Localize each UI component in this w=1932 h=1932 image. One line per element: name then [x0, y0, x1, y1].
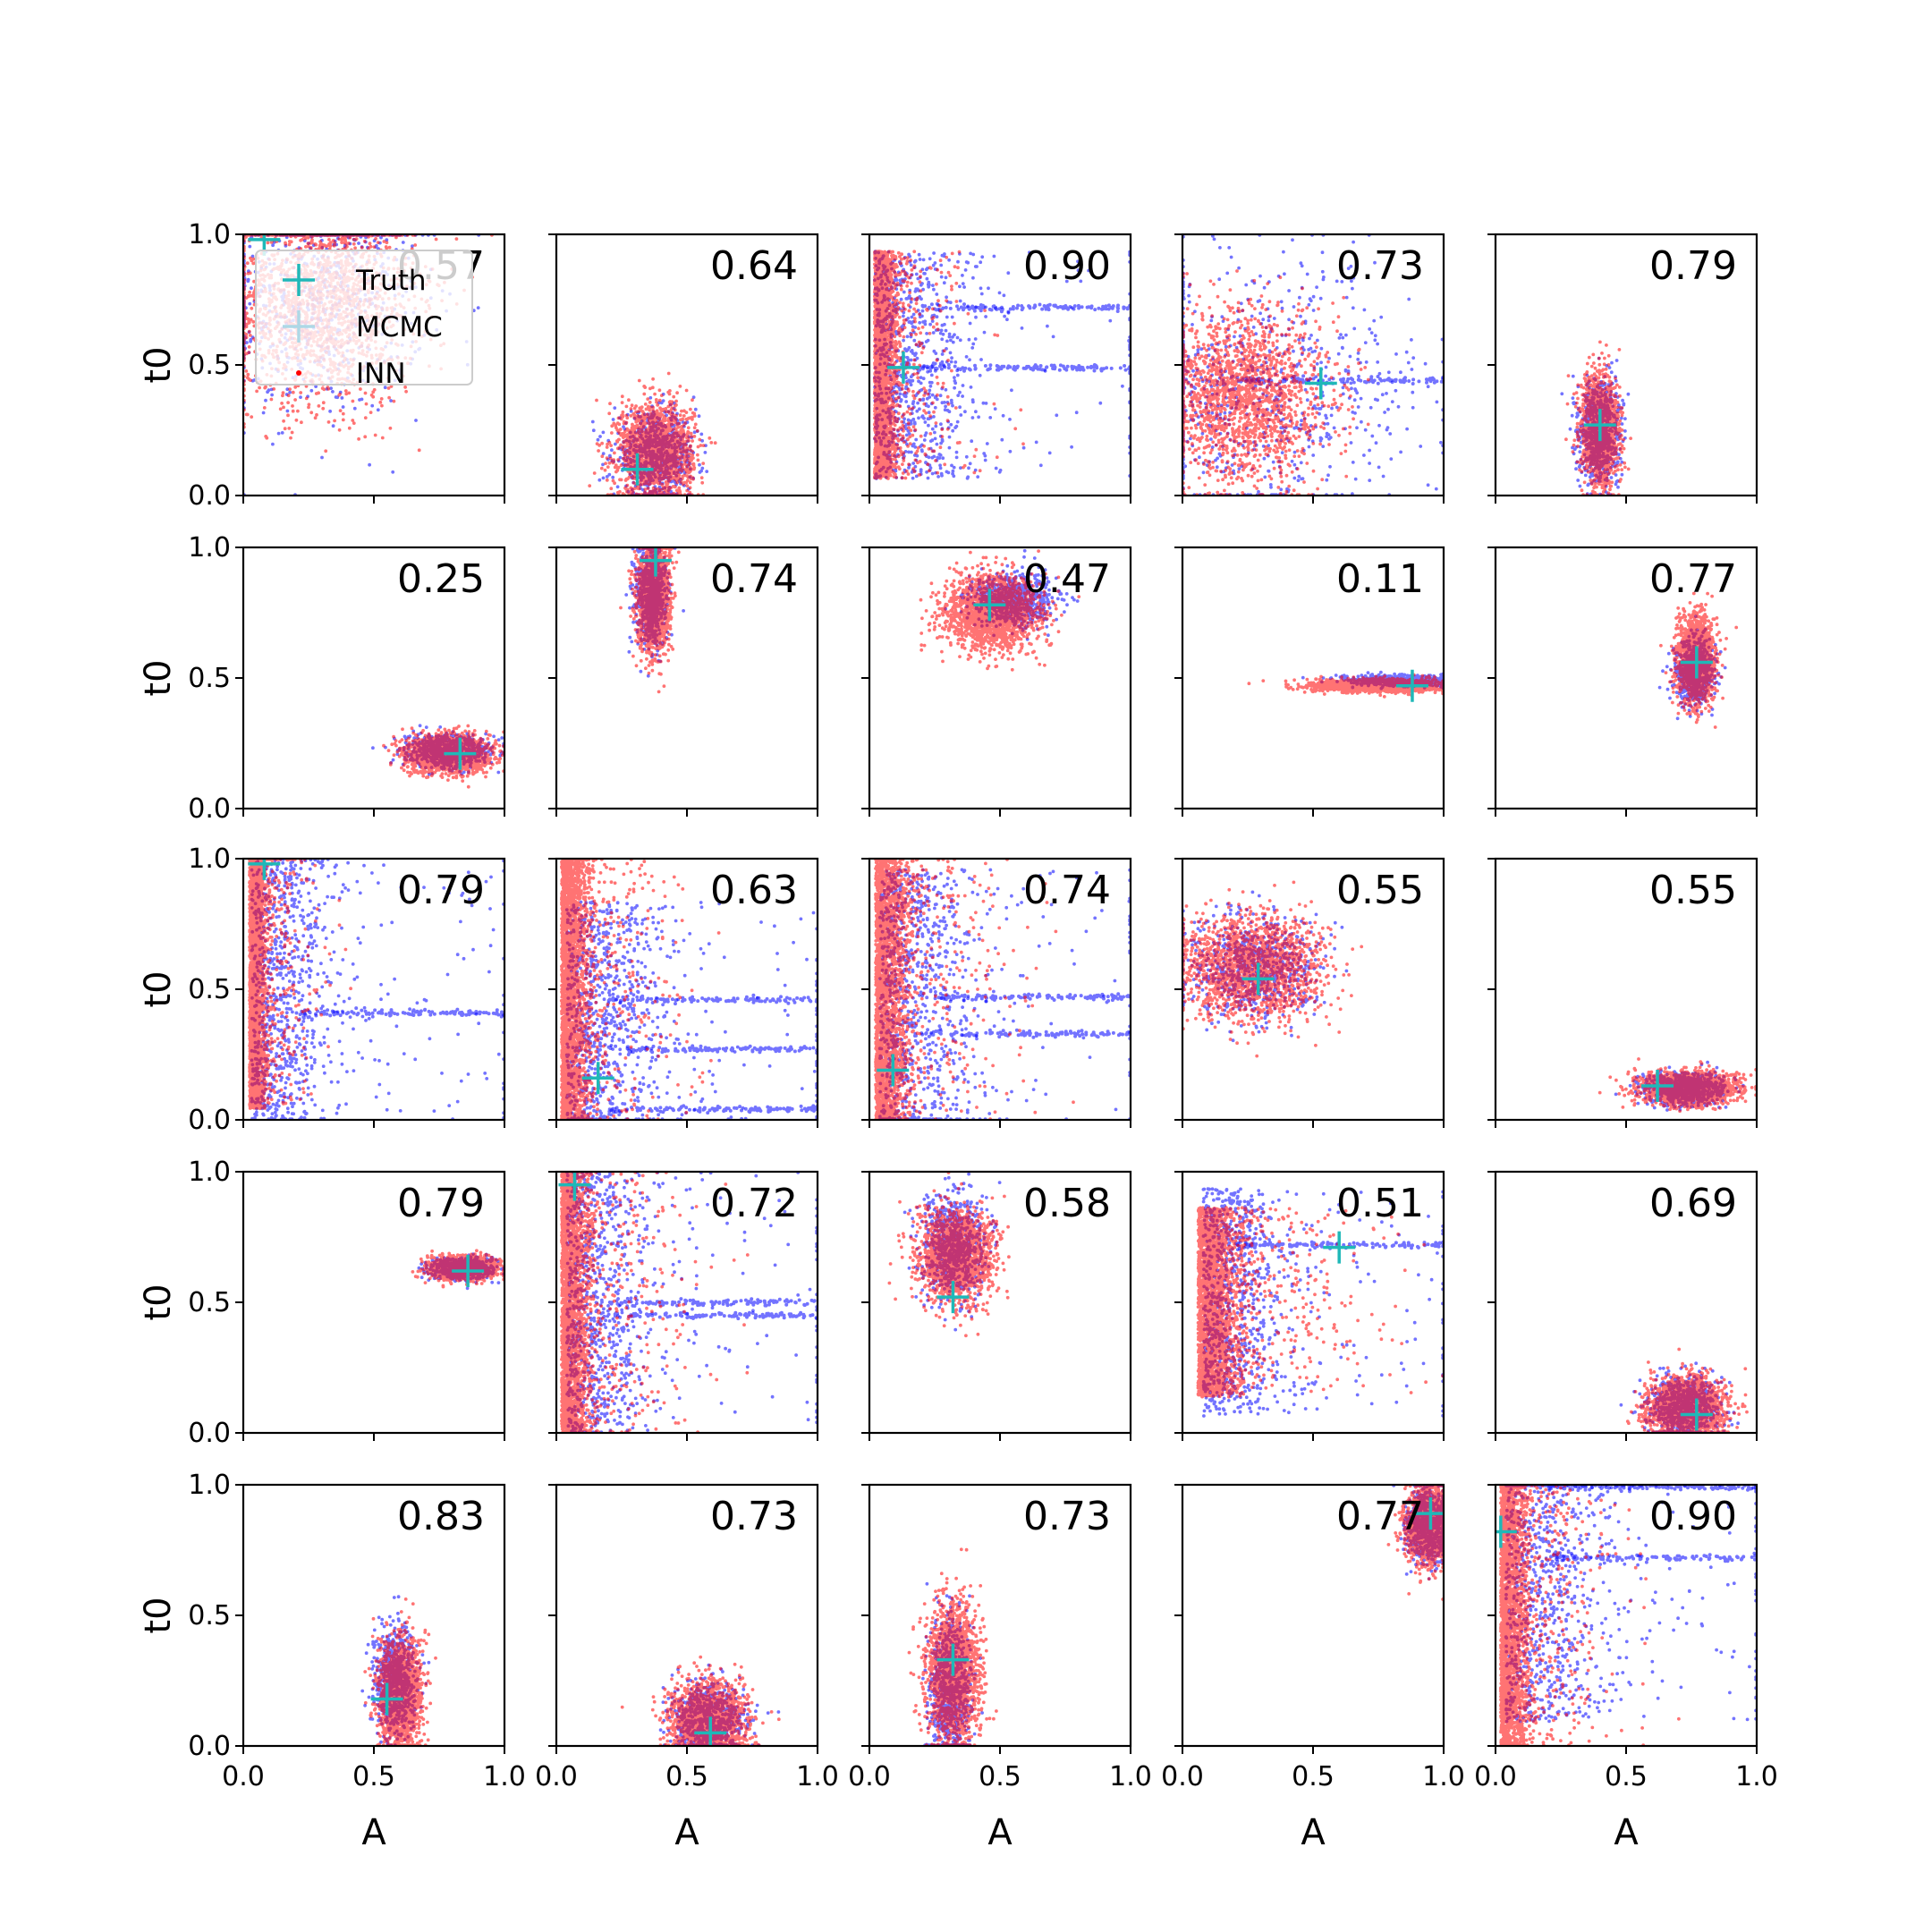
- x-tick-label: 1.0: [1422, 1761, 1465, 1792]
- y-axis-label: t0: [138, 1597, 179, 1633]
- panel-score-label: 0.90: [1649, 1494, 1737, 1539]
- y-axis-label: t0: [138, 970, 179, 1007]
- x-tick-label: 0.5: [352, 1761, 395, 1792]
- y-tick-label: 0.0: [188, 1418, 231, 1449]
- x-tick-label: 1.0: [796, 1761, 839, 1792]
- y-tick-label: 0.5: [188, 1287, 231, 1318]
- x-tick-label: 0.0: [535, 1761, 578, 1792]
- x-axis-label: A: [1301, 1812, 1326, 1853]
- x-tick-label: 0.0: [848, 1761, 891, 1792]
- x-tick-label: 0.5: [979, 1761, 1021, 1792]
- y-tick-label: 1.0: [188, 532, 231, 564]
- panel-score-label: 0.90: [1023, 243, 1111, 289]
- x-tick-label: 0.5: [1605, 1761, 1648, 1792]
- y-tick-label: 0.0: [188, 1731, 231, 1762]
- panel-score-label: 0.55: [1649, 868, 1737, 913]
- panel-score-label: 0.74: [710, 556, 798, 602]
- x-axis-label: A: [674, 1812, 699, 1853]
- y-axis-label: t0: [138, 1284, 179, 1320]
- y-tick-label: 1.0: [188, 219, 231, 250]
- x-tick-label: 0.5: [665, 1761, 708, 1792]
- y-tick-label: 0.5: [188, 974, 231, 1005]
- panel-score-label: 0.51: [1336, 1181, 1424, 1226]
- legend-label-mcmc: MCMC: [356, 311, 443, 343]
- x-tick-label: 0.0: [1161, 1761, 1204, 1792]
- y-tick-label: 0.0: [188, 480, 231, 512]
- y-tick-label: 1.0: [188, 843, 231, 875]
- y-tick-label: 0.5: [188, 663, 231, 694]
- panel-score-label: 0.73: [710, 1494, 798, 1539]
- panel-score-label: 0.63: [710, 868, 798, 913]
- panel-score-label: 0.55: [1336, 868, 1424, 913]
- panel-score-label: 0.83: [397, 1494, 485, 1539]
- panel-score-label: 0.72: [710, 1181, 798, 1226]
- x-tick-label: 1.0: [483, 1761, 526, 1792]
- x-tick-label: 0.0: [222, 1761, 265, 1792]
- panel-score-label: 0.25: [397, 556, 485, 602]
- legend-label-truth: Truth: [355, 265, 427, 297]
- panel-score-label: 0.79: [397, 868, 485, 913]
- x-tick-label: 1.0: [1109, 1761, 1152, 1792]
- panel-score-label: 0.73: [1336, 243, 1424, 289]
- y-axis-label: t0: [138, 346, 179, 383]
- panel-score-label: 0.77: [1649, 556, 1737, 602]
- panel-score-label: 0.58: [1023, 1181, 1111, 1226]
- panel-score-label: 0.77: [1336, 1494, 1424, 1539]
- panel-score-label: 0.69: [1649, 1181, 1737, 1226]
- y-axis-label: t0: [138, 659, 179, 696]
- x-tick-label: 0.0: [1474, 1761, 1517, 1792]
- y-tick-label: 0.0: [188, 1105, 231, 1136]
- x-axis-label: A: [987, 1812, 1013, 1853]
- panel-score-label: 0.64: [710, 243, 798, 289]
- panel-score-label: 0.74: [1023, 868, 1111, 913]
- y-tick-label: 0.5: [188, 1600, 231, 1631]
- x-axis-label: A: [1614, 1812, 1639, 1853]
- panel-score-label: 0.11: [1336, 556, 1424, 602]
- legend: Truth MCMC INN: [256, 250, 472, 390]
- y-tick-label: 0.0: [188, 793, 231, 825]
- x-tick-label: 0.5: [1292, 1761, 1335, 1792]
- y-tick-label: 0.5: [188, 350, 231, 381]
- x-axis-label: A: [361, 1812, 386, 1853]
- panel-score-label: 0.79: [397, 1181, 485, 1226]
- y-tick-label: 1.0: [188, 1157, 231, 1188]
- legend-marker-inn: [296, 370, 301, 376]
- y-tick-label: 1.0: [188, 1470, 231, 1501]
- legend-label-inn: INN: [356, 358, 406, 390]
- panel-score-label: 0.73: [1023, 1494, 1111, 1539]
- panel-score-label: 0.79: [1649, 243, 1737, 289]
- x-tick-label: 1.0: [1735, 1761, 1778, 1792]
- panel-score-label: 0.47: [1023, 556, 1111, 602]
